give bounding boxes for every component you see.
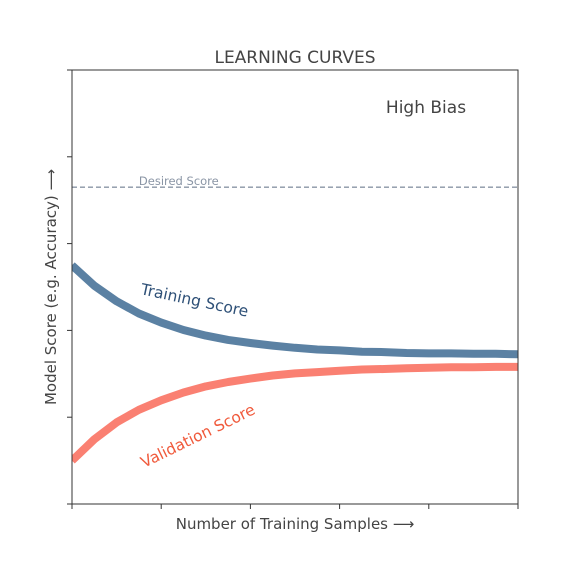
desired-score-label: Desired Score — [139, 174, 219, 188]
plot-frame — [71, 69, 519, 505]
validation-score-line — [72, 362, 518, 464]
x-axis-label: Number of Training Samples ⟶ — [176, 515, 415, 533]
series-lines — [72, 262, 518, 464]
high-bias-annotation: High Bias — [386, 98, 466, 118]
axis-ticks — [67, 69, 519, 509]
y-axis-label: Model Score (e.g. Accuracy) ⟶ — [42, 169, 60, 405]
training-score-line — [72, 262, 518, 359]
chart-title: LEARNING CURVES — [214, 48, 375, 68]
